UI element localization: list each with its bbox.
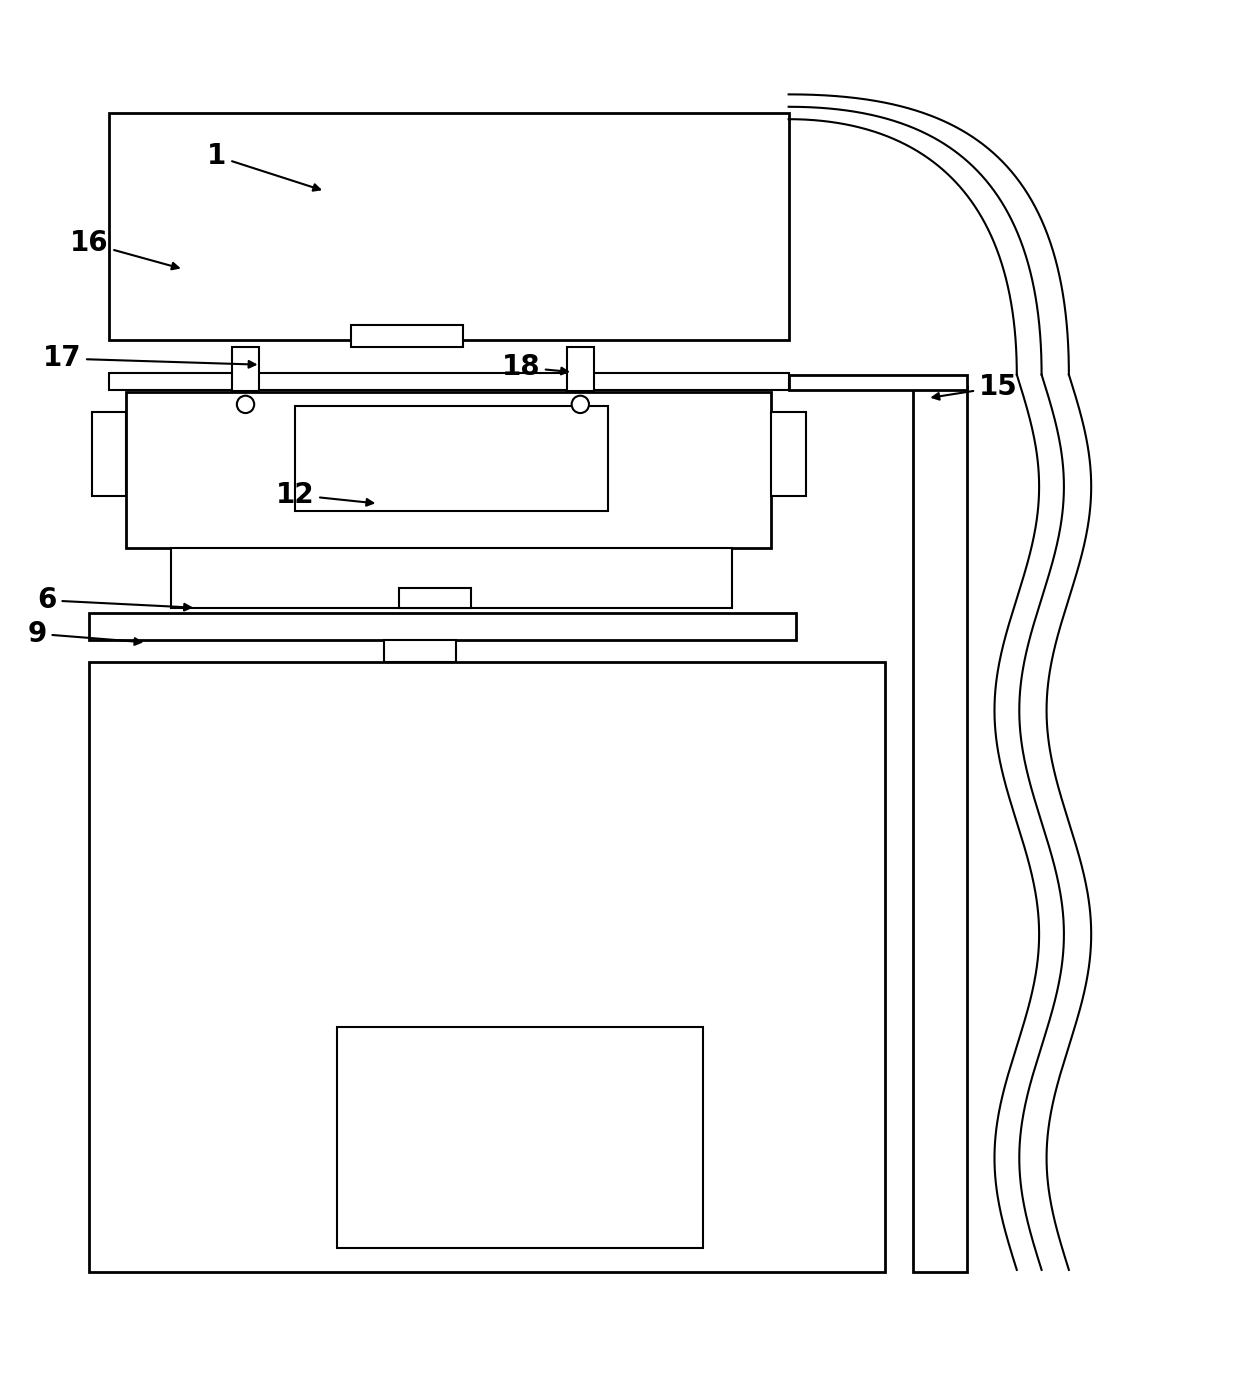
Bar	[384, 639, 456, 662]
Text: 12: 12	[275, 481, 373, 509]
Bar	[771, 411, 806, 497]
Text: 18: 18	[501, 353, 568, 381]
Bar	[399, 588, 471, 607]
Bar	[295, 406, 608, 511]
Bar	[109, 374, 789, 389]
Text: 15: 15	[932, 374, 1018, 402]
Bar	[789, 375, 967, 389]
Bar	[126, 392, 771, 548]
Bar	[351, 325, 463, 347]
Bar	[232, 347, 259, 390]
Text: 6: 6	[37, 586, 191, 614]
Bar	[89, 662, 885, 1272]
Text: 16: 16	[69, 229, 179, 269]
Bar	[89, 613, 796, 639]
Text: 9: 9	[27, 620, 141, 648]
Bar	[567, 347, 594, 390]
Circle shape	[572, 396, 589, 413]
Text: 17: 17	[42, 344, 255, 372]
Bar	[109, 113, 789, 340]
Bar	[92, 411, 126, 497]
Bar	[171, 548, 732, 607]
Circle shape	[237, 396, 254, 413]
Bar	[337, 1027, 703, 1248]
Text: 1: 1	[207, 143, 320, 190]
Bar	[913, 388, 967, 1272]
